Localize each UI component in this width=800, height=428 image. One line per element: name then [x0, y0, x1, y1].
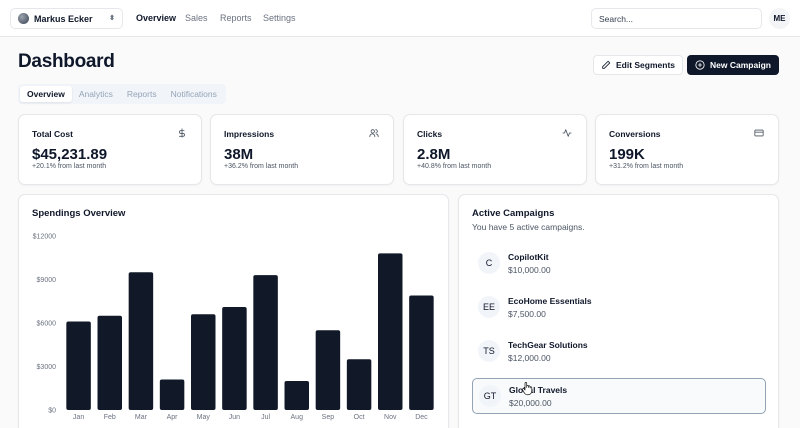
stat-card-conversions: Conversions 199K +31.2% from last month [595, 114, 779, 185]
y-tick-label: $6000 [37, 321, 57, 328]
x-tick-label: Jul [261, 414, 270, 421]
campaign-amount: $10,000.00 [508, 265, 551, 275]
new-campaign-button[interactable]: New Campaign [687, 55, 779, 75]
campaign-amount: $20,000.00 [509, 398, 552, 408]
hand-cursor-icon [522, 382, 533, 396]
stat-change: +20.1% from last month [32, 163, 107, 170]
activity-icon [562, 129, 572, 137]
x-tick-label: Mar [135, 414, 148, 421]
bar-dec[interactable] [409, 295, 434, 410]
campaign-avatar: TS [478, 340, 500, 362]
nav-settings[interactable]: Settings [263, 13, 296, 23]
spendings-overview-card: Spendings Overview $0 $3000 $6000 $9000 $120… [18, 194, 449, 428]
spendings-chart: $0 $3000 $6000 $9000 $12000 Jan Feb Mar Apr May Ju… [33, 234, 434, 421]
plus-circle-icon [695, 60, 705, 70]
bar-apr[interactable] [159, 379, 185, 410]
bar-sep[interactable] [315, 330, 341, 410]
campaign-name: Global Travels [509, 385, 568, 395]
stat-change: +36.2% from last month [224, 163, 299, 170]
active-campaigns-card: Active Campaigns You have 5 active campa… [458, 194, 779, 428]
x-tick-label: Dec [415, 414, 428, 421]
stat-change: +40.8% from last month [417, 163, 492, 170]
team-switcher[interactable]: Markus Ecker ⬍ [10, 8, 123, 29]
top-navigation: Markus Ecker ⬍ Overview Sales Reports Se… [0, 0, 800, 37]
campaigns-subtitle: You have 5 active campaigns. [472, 222, 585, 232]
x-tick-label: Jun [229, 414, 240, 421]
tab-list: Overview Analytics Reports Notifications [18, 84, 226, 104]
dollar-icon [179, 128, 185, 138]
stat-label: Clicks [417, 129, 443, 139]
bar-oct[interactable] [346, 359, 372, 410]
campaign-name: EcoHome Essentials [508, 296, 592, 306]
tab-overview[interactable]: Overview [20, 86, 72, 102]
nav-sales[interactable]: Sales [185, 13, 208, 23]
bar-aug[interactable] [284, 381, 310, 410]
edit-segments-button[interactable]: Edit Segments [593, 55, 683, 75]
spendings-title: Spendings Overview [32, 208, 126, 219]
stat-value: 199K [609, 146, 645, 163]
x-tick-label: Sep [322, 414, 335, 421]
stat-value: 38M [224, 146, 254, 163]
team-name: Markus Ecker [34, 13, 93, 24]
campaign-amount: $12,000.00 [508, 353, 551, 363]
x-tick-label: May [197, 414, 211, 421]
x-tick-label: Jan [73, 414, 84, 421]
campaign-item-global-travels[interactable]: GT Global Travels $20,000.00 [472, 378, 766, 414]
campaign-name: TechGear Solutions [508, 340, 588, 350]
edit-segments-label: Edit Segments [615, 60, 676, 70]
bar-jan[interactable] [66, 321, 91, 410]
bar-jun[interactable] [222, 307, 247, 410]
campaign-item-ecohome[interactable]: EE EcoHome Essentials $7,500.00 [472, 290, 766, 326]
bar-jul[interactable] [253, 275, 278, 410]
stat-card-total-cost: Total Cost $45,231.89 +20.1% from last m… [18, 114, 202, 185]
nav-reports[interactable]: Reports [220, 13, 252, 23]
page-title: Dashboard [18, 51, 115, 72]
campaign-item-copilotkit[interactable]: C CopilotKit $10,000.00 [472, 246, 766, 282]
nav-overview[interactable]: Overview [136, 13, 177, 23]
stat-value: 2.8M [417, 146, 451, 163]
bar-feb[interactable] [97, 315, 123, 410]
user-avatar[interactable]: ME [769, 8, 790, 29]
tab-analytics[interactable]: Analytics [78, 89, 113, 99]
x-tick-label: Aug [291, 414, 304, 421]
stat-label: Impressions [224, 129, 275, 139]
users-icon [369, 129, 379, 138]
x-tick-label: Apr [167, 414, 179, 421]
campaigns-title: Active Campaigns [472, 208, 555, 219]
campaign-amount: $7,500.00 [508, 309, 546, 319]
tab-reports[interactable]: Reports [126, 89, 157, 99]
y-tick-label: $12000 [33, 234, 56, 241]
y-tick-label: $9000 [37, 277, 57, 284]
campaign-avatar: C [478, 252, 500, 274]
bar-nov[interactable] [378, 253, 403, 410]
campaign-avatar: EE [478, 296, 500, 318]
pencil-icon [602, 60, 611, 69]
stat-card-impressions: Impressions 38M +36.2% from last month [210, 114, 394, 185]
x-tick-label: Oct [354, 414, 365, 421]
stat-change: +31.2% from last month [609, 163, 684, 170]
campaign-name: CopilotKit [508, 252, 549, 262]
stat-card-clicks: Clicks 2.8M +40.8% from last month [403, 114, 587, 185]
y-tick-label: $0 [48, 408, 56, 415]
campaign-item-techgear[interactable]: TS TechGear Solutions $12,000.00 [472, 334, 766, 370]
tab-notifications[interactable]: Notifications [170, 89, 217, 99]
bar-may[interactable] [191, 314, 216, 410]
bar-mar[interactable] [128, 272, 154, 410]
credit-card-icon [754, 129, 764, 137]
y-tick-label: $3000 [37, 364, 57, 371]
chevrons-up-down-icon: ⬍ [109, 15, 115, 22]
x-tick-label: Feb [104, 414, 116, 421]
stat-value: $45,231.89 [32, 146, 108, 163]
search-input[interactable] [591, 8, 762, 29]
new-campaign-label: New Campaign [710, 60, 771, 70]
team-avatar [18, 13, 29, 24]
campaign-avatar: GT [479, 385, 501, 407]
stat-label: Conversions [609, 129, 661, 139]
stat-label: Total Cost [32, 129, 73, 139]
x-tick-label: Nov [384, 414, 397, 421]
